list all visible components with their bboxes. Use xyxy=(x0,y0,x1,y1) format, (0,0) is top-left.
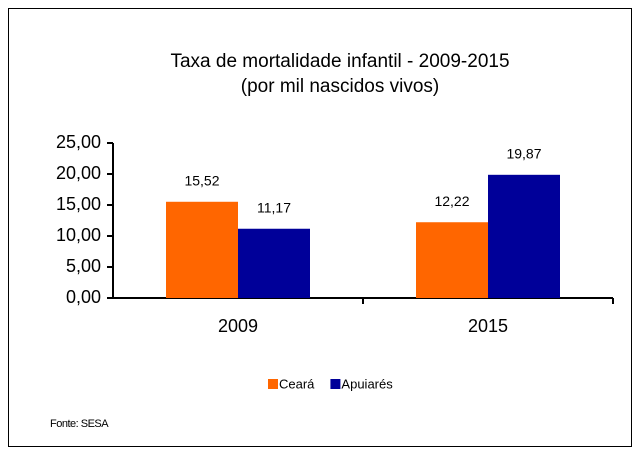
data-label: 15,52 xyxy=(184,172,219,188)
x-tick-label: 2009 xyxy=(218,316,258,336)
y-tick-label: 0,00 xyxy=(66,287,101,307)
data-label: 11,17 xyxy=(257,199,291,215)
legend-swatch xyxy=(330,379,341,389)
chart-title: Taxa de mortalidade infantil - 2009-2015 xyxy=(170,51,509,72)
legend-label: Ceará xyxy=(279,376,315,391)
source-note: Fonte: SESA xyxy=(50,418,109,430)
y-tick-label: 20,00 xyxy=(56,163,101,183)
bar xyxy=(416,222,488,298)
legend-label: Apuiarés xyxy=(341,376,393,391)
legend-swatch xyxy=(268,379,278,389)
x-tick-label: 2015 xyxy=(468,316,508,336)
y-tick-label: 5,00 xyxy=(66,256,101,276)
chart-subtitle: (por mil nascidos vivos) xyxy=(241,76,440,97)
bar xyxy=(488,174,560,298)
data-label: 12,22 xyxy=(434,193,469,209)
bar xyxy=(238,228,310,298)
y-tick-label: 15,00 xyxy=(56,194,101,214)
y-tick-label: 25,00 xyxy=(56,132,101,152)
bar xyxy=(166,201,238,298)
y-tick-label: 10,00 xyxy=(56,225,101,245)
data-label: 19,87 xyxy=(506,146,541,162)
